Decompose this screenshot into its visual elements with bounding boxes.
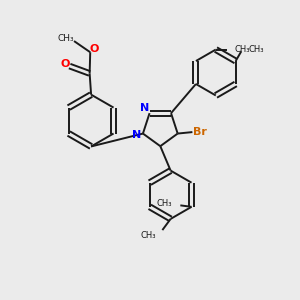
Text: CH₃: CH₃ bbox=[249, 45, 264, 54]
Text: N: N bbox=[132, 130, 141, 140]
Text: CH₃: CH₃ bbox=[58, 34, 74, 43]
Text: O: O bbox=[90, 44, 99, 54]
Text: CH₃: CH₃ bbox=[234, 45, 250, 54]
Text: Br: Br bbox=[194, 127, 207, 137]
Text: CH₃: CH₃ bbox=[141, 231, 157, 240]
Text: CH₃: CH₃ bbox=[157, 200, 172, 208]
Text: N: N bbox=[140, 103, 149, 113]
Text: O: O bbox=[61, 59, 70, 69]
